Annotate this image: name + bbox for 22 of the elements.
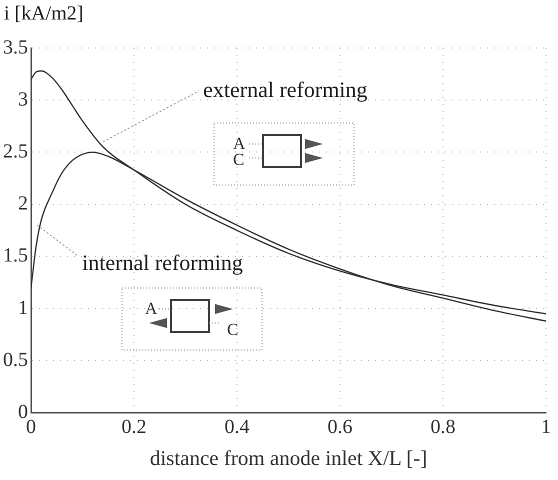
annotation: A	[233, 134, 246, 153]
y-tick-label: 1	[18, 296, 28, 319]
x-tick-label: 0.4	[224, 416, 250, 438]
x-tick-label: 0.2	[122, 416, 146, 438]
y-tick-label: 0.5	[3, 348, 28, 371]
x-axis-title: distance from anode inlet X/L [-]	[150, 446, 428, 470]
y-tick-label: 1.5	[3, 244, 28, 267]
annotation: external reforming	[203, 76, 368, 102]
y-tick-label: 3.5	[3, 36, 28, 58]
y-axis-title: i [kA/m2]	[4, 2, 84, 24]
annotation: C	[233, 150, 244, 169]
annotation: A	[145, 299, 158, 318]
y-tick-label: 3	[18, 88, 28, 110]
x-tick-label: 1	[541, 416, 551, 438]
x-tick-label: 0.8	[430, 416, 456, 438]
flow-diagram: A C	[213, 122, 355, 186]
x-tick-label: 0.6	[328, 416, 352, 438]
y-tick-label: 2.5	[3, 140, 28, 162]
annotation: internal reforming	[82, 250, 243, 276]
y-tick-label: 2	[18, 192, 28, 215]
y-tick-label: 0	[18, 401, 28, 424]
annotation: C	[227, 320, 238, 339]
